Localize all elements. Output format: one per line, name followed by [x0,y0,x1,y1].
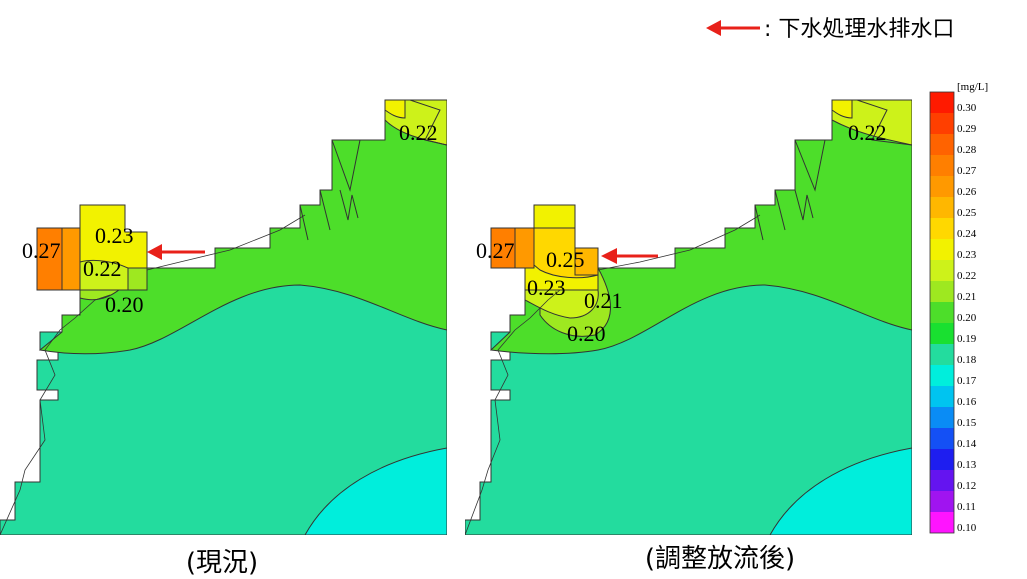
colorbar-swatch [930,155,954,176]
colorbar-swatch [930,218,954,239]
colorbar-tick-label: 0.10 [957,522,977,534]
colorbar-tick-label: 0.16 [957,396,977,408]
colorbar-tick-label: 0.18 [957,354,977,366]
colorbar-swatch [930,302,954,323]
colorbar-tick-label: 0.20 [957,312,977,324]
colorbar-tick-label: 0.15 [957,417,977,429]
contour-band-018 [304,447,447,535]
colorbar-swatch [930,113,954,134]
colorbar-swatch [930,365,954,386]
colorbar-tick-label: 0.30 [957,102,977,114]
colorbar-swatch [930,92,954,113]
red-arrow-icon [706,20,760,36]
contour-label: 0.20 [105,292,144,317]
colorbar-swatch [930,491,954,512]
contour-label: 0.22 [848,120,887,145]
colorbar-swatch [930,386,954,407]
colorbar-swatch [930,344,954,365]
colorbar-swatch [930,512,954,533]
caption-current: (現況) [186,548,258,578]
colorbar-unit: [mg/L] [957,81,988,93]
colorbar-tick-label: 0.19 [957,333,977,345]
contour-label: 0.25 [546,247,585,272]
colorbar-tick-label: 0.25 [957,207,977,219]
harbor-west-core [36,227,63,291]
contour-label: 0.22 [399,120,438,145]
contour-label: 0.27 [476,238,515,263]
outfall-legend-label: : 下水処理水排水口 [764,17,954,42]
colorbar-swatch [930,470,954,491]
contour-band-023-north [384,99,406,119]
contour-band-023-north [831,99,853,119]
colorbar-swatch [930,428,954,449]
colorbar-tick-label: 0.14 [957,438,977,450]
outfall-arrow-current [147,244,205,260]
colorbar-tick-label: 0.17 [957,375,977,387]
contour-label: 0.23 [527,275,566,300]
outfall-legend: : 下水処理水排水口 [706,17,954,42]
colorbar-tick-label: 0.21 [957,291,976,303]
coastline-trace [0,214,306,535]
jetty [299,99,447,241]
contour-label: 0.20 [567,321,606,346]
map-after [465,99,912,535]
jetty [754,99,912,241]
outfall-arrow-after [601,248,658,264]
colorbar: [mg/L] 0.30 0.29 0.28 0.27 0.26 0.25 0.24 0.23 0… [929,81,988,534]
contour-label: 0.22 [83,256,122,281]
contour-label: 0.23 [95,223,134,248]
colorbar-tick-label: 0.29 [957,123,977,135]
contour-label: 0.27 [22,238,61,263]
caption-after: (調整放流後) [645,544,795,574]
colorbar-tick-label: 0.26 [957,186,977,198]
colorbar-tick-label: 0.12 [957,480,976,492]
colorbar-tick-label: 0.11 [957,501,976,513]
harbor-basin-inner [79,259,129,291]
colorbar-tick-label: 0.13 [957,459,977,471]
colorbar-frame [929,91,955,534]
colorbar-swatch [930,323,954,344]
coastline-trace [465,214,761,535]
colorbar-swatch [930,407,954,428]
contour-band-018 [769,447,912,535]
colorbar-swatch [930,176,954,197]
contour-label: 0.21 [584,288,623,313]
outfall-plume-025 [574,247,599,276]
colorbar-tick-label: 0.28 [957,144,977,156]
colorbar-tick-label: 0.24 [957,228,977,240]
harbor-west-core [490,227,516,269]
contour-band-022 [524,289,599,319]
colorbar-swatch [930,260,954,281]
map-current [0,99,447,535]
colorbar-tick-label: 0.27 [957,165,977,177]
colorbar-swatch [930,281,954,302]
colorbar-tick-label: 0.22 [957,270,976,282]
colorbar-swatch [930,197,954,218]
colorbar-swatch [930,239,954,260]
colorbar-swatch [930,134,954,155]
colorbar-swatch [930,449,954,470]
colorbar-tick-label: 0.23 [957,249,977,261]
